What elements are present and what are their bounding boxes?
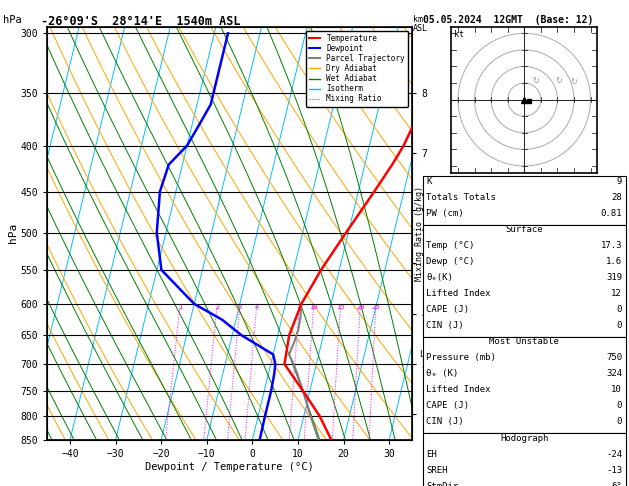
Text: 0.81: 0.81	[601, 209, 622, 218]
Text: ↻: ↻	[555, 75, 562, 85]
Text: PW (cm): PW (cm)	[426, 209, 464, 218]
Text: Temp (°C): Temp (°C)	[426, 241, 475, 250]
Text: Most Unstable: Most Unstable	[489, 337, 559, 347]
X-axis label: Dewpoint / Temperature (°C): Dewpoint / Temperature (°C)	[145, 462, 314, 471]
Text: 0: 0	[616, 417, 622, 427]
Text: CAPE (J): CAPE (J)	[426, 401, 469, 411]
Text: 6°: 6°	[611, 482, 622, 486]
Text: Dewp (°C): Dewp (°C)	[426, 257, 475, 266]
Text: θₑ (K): θₑ (K)	[426, 369, 459, 379]
Text: hPa: hPa	[3, 15, 22, 25]
Text: 20: 20	[356, 304, 365, 310]
Text: kt: kt	[454, 30, 464, 39]
Text: Pressure (mb): Pressure (mb)	[426, 353, 496, 363]
Text: 0: 0	[616, 305, 622, 314]
Text: StmDir: StmDir	[426, 482, 459, 486]
Text: 4: 4	[255, 304, 259, 310]
Text: 15: 15	[337, 304, 345, 310]
Text: θₑ(K): θₑ(K)	[426, 273, 454, 282]
Text: K: K	[426, 177, 432, 186]
Text: 319: 319	[606, 273, 622, 282]
Text: 8: 8	[298, 304, 301, 310]
Text: EH: EH	[426, 450, 437, 459]
Text: 9: 9	[616, 177, 622, 186]
Text: 17.3: 17.3	[601, 241, 622, 250]
Text: 1: 1	[178, 304, 182, 310]
Text: -26°09'S  28°14'E  1540m ASL: -26°09'S 28°14'E 1540m ASL	[41, 15, 240, 28]
Y-axis label: km
ASL: km ASL	[421, 214, 438, 233]
Text: 750: 750	[606, 353, 622, 363]
Text: 10: 10	[309, 304, 318, 310]
Text: 28: 28	[611, 193, 622, 202]
Text: 1.6: 1.6	[606, 257, 622, 266]
Text: 10: 10	[611, 385, 622, 395]
Y-axis label: hPa: hPa	[8, 223, 18, 243]
Text: Surface: Surface	[506, 225, 543, 234]
Text: SREH: SREH	[426, 466, 448, 475]
Text: 25: 25	[372, 304, 381, 310]
Text: CIN (J): CIN (J)	[426, 321, 464, 330]
Text: 3: 3	[238, 304, 242, 310]
Text: Mixing Ratio (g/kg): Mixing Ratio (g/kg)	[415, 186, 424, 281]
Text: km
ASL: km ASL	[413, 15, 428, 33]
Text: CIN (J): CIN (J)	[426, 417, 464, 427]
Text: 12: 12	[611, 289, 622, 298]
Text: 2: 2	[215, 304, 220, 310]
Text: CAPE (J): CAPE (J)	[426, 305, 469, 314]
Text: 0: 0	[616, 401, 622, 411]
Text: -13: -13	[606, 466, 622, 475]
Text: Lifted Index: Lifted Index	[426, 385, 491, 395]
Text: LCL: LCL	[420, 350, 434, 359]
Text: Hodograph: Hodograph	[500, 434, 548, 443]
Text: Lifted Index: Lifted Index	[426, 289, 491, 298]
Text: 0: 0	[616, 321, 622, 330]
Text: ↻: ↻	[571, 76, 577, 87]
Text: -24: -24	[606, 450, 622, 459]
Text: ↻: ↻	[533, 74, 539, 85]
Legend: Temperature, Dewpoint, Parcel Trajectory, Dry Adiabat, Wet Adiabat, Isotherm, Mi: Temperature, Dewpoint, Parcel Trajectory…	[306, 31, 408, 106]
Text: 05.05.2024  12GMT  (Base: 12): 05.05.2024 12GMT (Base: 12)	[423, 15, 593, 25]
Text: 324: 324	[606, 369, 622, 379]
Text: Totals Totals: Totals Totals	[426, 193, 496, 202]
